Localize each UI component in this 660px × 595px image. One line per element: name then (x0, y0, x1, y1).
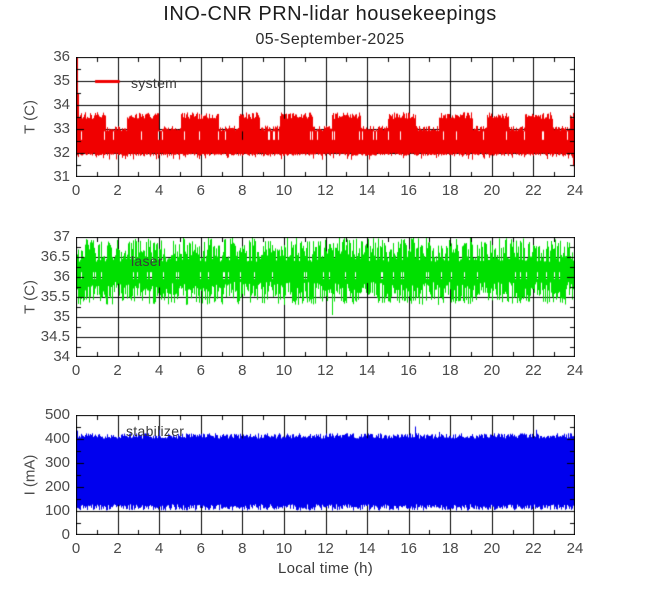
y-tick-label: 36 (53, 268, 70, 285)
x-tick-label: 20 (483, 362, 501, 379)
x-tick-label: 20 (483, 182, 501, 199)
x-tick-label: 16 (400, 182, 417, 199)
y-tick-label: 34 (53, 348, 70, 365)
x-tick-label: 24 (566, 362, 584, 379)
x-tick-label: 22 (525, 540, 542, 557)
y-tick-label: 36 (53, 48, 70, 65)
x-tick-label: 10 (275, 182, 293, 199)
y-tick-label: 31 (53, 168, 70, 185)
y-tick-label: 0 (61, 526, 70, 543)
chart-title: INO-CNR PRN-lidar housekeepings (163, 3, 497, 25)
y-tick-label: 100 (44, 502, 70, 519)
x-tick-label: 16 (400, 362, 417, 379)
x-tick-label: 4 (154, 540, 164, 557)
y-tick-label: 500 (44, 406, 70, 423)
x-axis-title: Local time (h) (277, 560, 374, 577)
x-tick-label: 2 (113, 182, 122, 199)
x-tick-label: 2 (113, 540, 122, 557)
x-tick-label: 8 (238, 540, 247, 557)
y-tick-label: 35 (53, 308, 70, 325)
y-tick-label: 32 (53, 144, 70, 161)
y-tick-label: 400 (44, 430, 70, 447)
x-tick-label: 10 (275, 362, 293, 379)
x-tick-label: 6 (196, 182, 205, 199)
y-tick-label: 36.5 (40, 248, 70, 265)
x-tick-label: 12 (317, 362, 334, 379)
x-tick-label: 24 (566, 182, 584, 199)
x-tick-label: 4 (154, 362, 164, 379)
x-tick-label: 18 (441, 182, 459, 199)
y-tick-label: 33 (53, 120, 70, 137)
y-tick-label: 34 (53, 96, 70, 113)
y-tick-label: 35 (53, 72, 70, 89)
x-tick-label: 20 (483, 540, 501, 557)
x-tick-label: 14 (358, 362, 376, 379)
y-tick-label: 34.5 (40, 328, 70, 345)
x-tick-label: 12 (317, 540, 334, 557)
plot-system-canvas (76, 57, 575, 177)
x-tick-label: 18 (441, 540, 459, 557)
plot-stabilizer-canvas (76, 415, 575, 535)
x-tick-label: 16 (400, 540, 417, 557)
x-tick-label: 0 (71, 182, 81, 199)
x-tick-label: 10 (275, 540, 293, 557)
x-tick-label: 22 (525, 362, 542, 379)
legend-label-stabilizer: stabilizer (126, 423, 185, 439)
y-tick-label: 37 (53, 228, 70, 245)
x-tick-label: 14 (358, 540, 376, 557)
x-tick-label: 8 (238, 182, 247, 199)
x-tick-label: 14 (358, 182, 376, 199)
x-tick-label: 22 (525, 182, 542, 199)
x-tick-label: 4 (154, 182, 164, 199)
x-tick-label: 12 (317, 182, 334, 199)
x-tick-label: 18 (441, 362, 459, 379)
x-tick-label: 6 (196, 540, 205, 557)
y-tick-label: 300 (44, 454, 70, 471)
plot-laser-canvas (76, 237, 575, 357)
x-tick-label: 2 (113, 362, 122, 379)
y-tick-label: 35.5 (40, 288, 70, 305)
legend-label-system: system (131, 75, 178, 91)
chart-subtitle: 05-September-2025 (255, 31, 405, 48)
x-tick-label: 24 (566, 540, 584, 557)
x-tick-label: 6 (196, 362, 205, 379)
y-tick-label: 200 (44, 478, 70, 495)
legend-label-laser: laser (131, 253, 163, 269)
x-tick-label: 0 (71, 362, 81, 379)
x-tick-label: 8 (238, 362, 247, 379)
x-tick-label: 0 (71, 540, 81, 557)
